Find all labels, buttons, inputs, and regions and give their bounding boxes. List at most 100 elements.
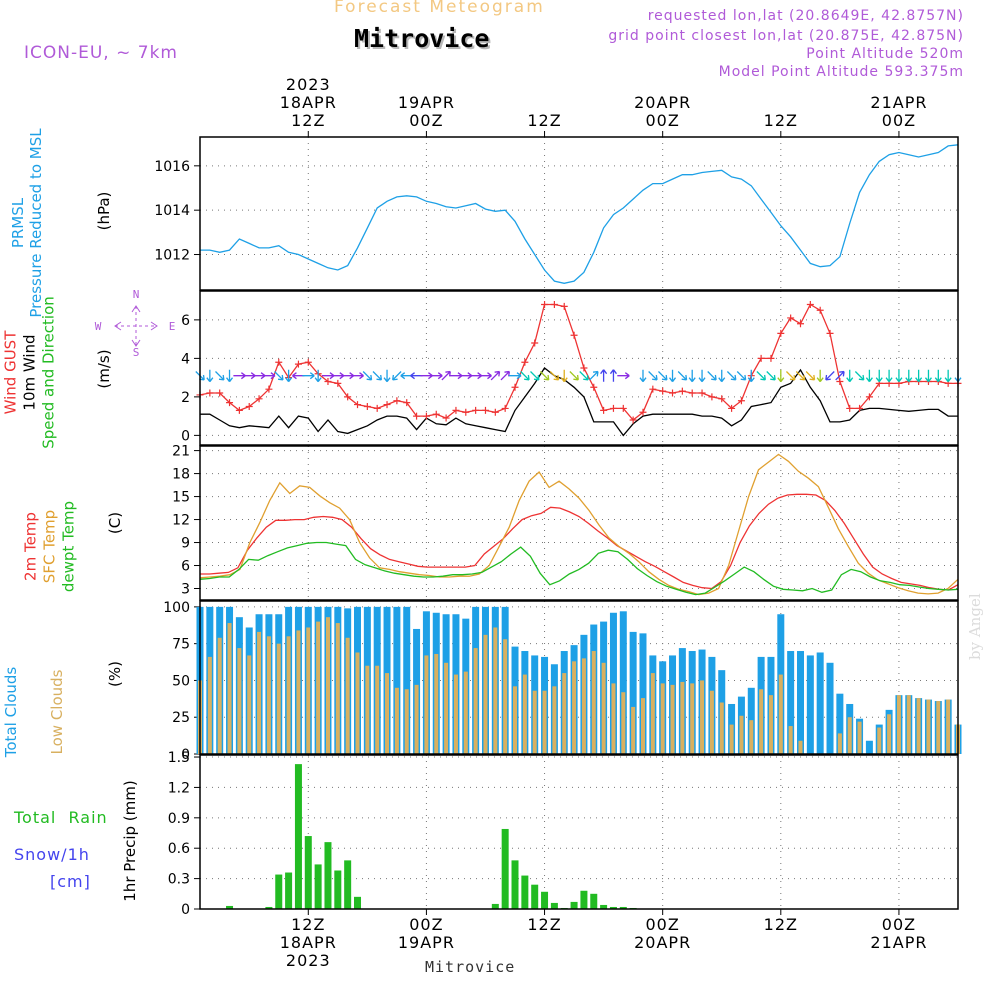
low-cloud-bar [906,695,911,754]
gust-marker [767,354,775,362]
gust-marker [590,383,598,391]
gust-marker [294,360,302,368]
low-cloud-bar [660,683,665,754]
gust-marker [560,302,568,310]
gust-marker [846,404,854,412]
gust-marker [472,406,480,414]
low-cloud-bar [798,740,803,754]
wind-direction-arrow [490,370,501,381]
low-cloud-bar [837,733,842,754]
compass-arrowheads [114,305,158,347]
low-cloud-bar [365,665,370,754]
y-tick-label: 0.9 [168,811,190,827]
y-tick-label: 25 [172,710,190,726]
low-cloud-bar [680,681,685,754]
gust-marker [393,397,401,405]
rain-bar [275,874,283,909]
gust-marker [698,389,706,397]
low-cloud-bar [375,665,380,754]
wind-direction-arrow [698,369,706,383]
top-time-label: 12Z [291,111,325,130]
wind-direction-arrow [569,371,579,381]
gust-marker [619,404,627,412]
low-cloud-bar [414,684,419,754]
bottom-time-label: 18APR [280,933,337,952]
y-tick-label: 100 [163,600,190,616]
low-cloud-bar [394,687,399,754]
total-cloud-bar [619,611,627,754]
wind-direction-arrow [915,369,923,383]
wind-direction-arrow [274,371,284,381]
total-cloud-bar [816,652,824,754]
rain-bar [531,884,539,909]
low-cloud-bar [640,698,645,754]
rain-bar [580,890,588,909]
y-tick-label: 0.3 [168,872,190,888]
top-time-label: 21APR [870,93,927,112]
gust-marker [688,389,696,397]
low-cloud-bar [768,695,773,754]
gust-marker [718,395,726,403]
low-cloud-bar [729,724,734,754]
low-cloud-bar [296,630,301,754]
low-cloud-bar [896,695,901,754]
gust-marker [304,358,312,366]
y-tick-label: 18 [172,467,190,483]
wind-direction-arrow [785,371,796,381]
total-cloud-bar [403,606,411,754]
bottom-time-label: 00Z [646,915,680,934]
low-cloud-bar [306,627,311,754]
bottom-time-label: 00Z [882,915,916,934]
wind-direction-arrow [579,371,589,381]
low-cloud-bar [503,639,508,754]
bottom-time-label: 12Z [291,915,325,934]
gust-marker [580,364,588,372]
gust-marker [501,404,509,412]
wind-direction-arrow [530,371,540,381]
wind-direction-arrow [262,372,276,380]
gust-marker [806,300,814,308]
rain-bar [334,870,342,909]
gust-marker [609,404,617,412]
gust-marker [363,403,371,410]
low-cloud-bar [266,636,271,754]
y-tick-label: 0 [181,428,190,444]
rain-bar [491,903,499,909]
wind-direction-arrow [777,369,785,383]
gust-marker [777,329,785,337]
wind-direction-arrow [392,371,402,381]
low-cloud-bar [631,706,636,754]
low-cloud-bar [562,673,567,754]
low-cloud-bar [532,690,537,754]
low-cloud-bar [316,621,321,754]
wind-direction-arrow [441,370,451,381]
wind-direction-arrow [539,371,550,381]
wind-direction-arrow [609,369,617,382]
gust-marker [708,393,716,401]
y-tick-label: 1016 [154,159,190,175]
y-tick-label: 12 [172,513,190,529]
wind-direction-arrow [726,371,737,381]
y-tick-label: 1014 [154,203,190,219]
gust-marker [432,410,440,418]
rain-bar [521,875,529,909]
wind-direction-arrow [351,372,364,380]
gust-marker [629,416,637,424]
low-cloud-bar [463,671,468,754]
gust-marker [511,383,519,391]
low-cloud-bar [788,726,793,754]
gust-marker [413,412,421,420]
rain-bar [314,864,322,909]
y-tick-label: 1.5 [168,750,190,766]
low-cloud-bar [355,652,360,754]
gust-marker [255,395,263,403]
wind-direction-arrow [816,369,824,383]
wind-direction-arrow [736,371,747,381]
snow-label: Snow/1h [14,845,90,864]
wind-direction-arrow [215,371,225,381]
wind-direction-arrow [846,369,854,383]
gust-marker [422,412,430,420]
rain-bar [354,896,362,909]
y-tick-label: 6 [181,559,190,575]
wind-direction-arrow [895,369,903,383]
